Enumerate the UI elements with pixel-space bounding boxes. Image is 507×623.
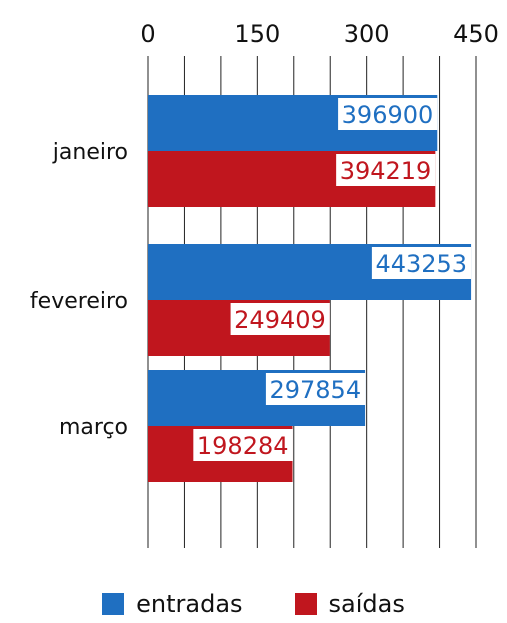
category-label: janeiro	[52, 140, 128, 165]
data-label-bg	[265, 373, 366, 405]
data-label-bg	[336, 154, 436, 186]
data-label-bg	[371, 247, 472, 279]
legend-item-saidas: saídas	[294, 590, 405, 618]
data-label-saídas-janeiro: 394219	[340, 157, 432, 185]
legend-swatch-entradas	[102, 593, 125, 615]
data-label-bg	[193, 429, 293, 461]
x-tick-label: 0	[140, 20, 155, 48]
data-label-entradas-janeiro: 396900	[342, 101, 434, 129]
data-label-entradas-fevereiro: 443253	[375, 250, 467, 278]
x-axis-ticks: 0 150 300 450	[140, 20, 499, 48]
data-label-bg	[338, 98, 438, 130]
legend-swatch-saidas	[294, 593, 317, 615]
x-tick-label: 150	[234, 20, 280, 48]
data-label-saídas-fevereiro: 249409	[234, 306, 326, 334]
category-label: fevereiro	[30, 289, 128, 314]
bar-chart: 0 150 300 450 396900 394219 443253 249409 29785…	[30, 20, 499, 548]
legend-item-entradas: entradas	[102, 590, 243, 618]
x-tick-label: 450	[453, 20, 499, 48]
data-label-entradas-março: 297854	[269, 376, 361, 404]
x-tick-label: 300	[344, 20, 390, 48]
bars: 396900 394219 443253 249409 297854 198284	[148, 95, 472, 482]
legend-label-saidas: saídas	[328, 590, 405, 618]
category-labels: janeiro fevereiro março	[30, 140, 128, 440]
legend: entradas saídas	[0, 590, 507, 618]
category-label: março	[59, 415, 128, 440]
data-label-bg	[230, 303, 330, 335]
legend-label-entradas: entradas	[136, 590, 243, 618]
data-label-saídas-março: 198284	[197, 432, 289, 460]
